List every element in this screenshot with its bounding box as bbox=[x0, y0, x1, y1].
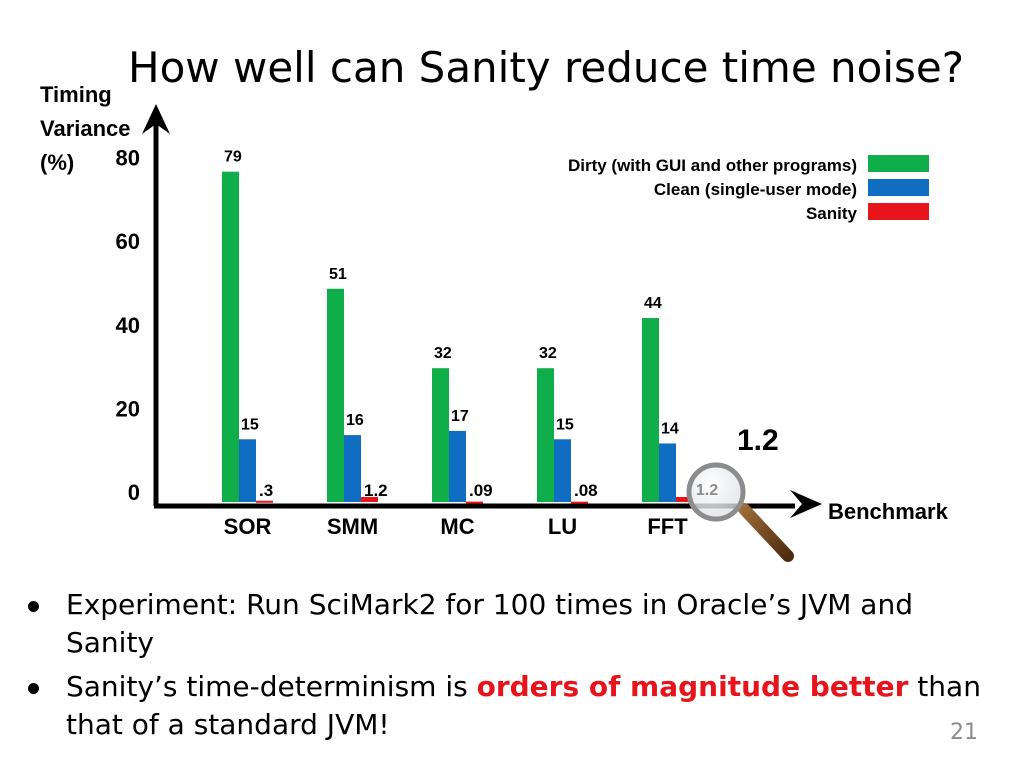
bar-value-label: .3 bbox=[259, 481, 273, 500]
bar-value-label: .09 bbox=[469, 481, 493, 500]
bar-value-label: 44 bbox=[644, 295, 662, 312]
legend-label: Dirty (with GUI and other programs) bbox=[568, 156, 857, 175]
bar-value-label: 32 bbox=[539, 345, 557, 362]
bar-sanity bbox=[466, 501, 483, 504]
bar-dirty bbox=[327, 288, 344, 502]
bullet-item: Sanity’s time-determinism is orders of m… bbox=[22, 668, 1002, 744]
bar-dirty bbox=[642, 318, 659, 502]
bar-sanity bbox=[361, 496, 378, 502]
x-tick-label: FFT bbox=[647, 514, 688, 539]
bullet-list: Experiment: Run SciMark2 for 100 times i… bbox=[22, 586, 1002, 750]
bar-value-label: .08 bbox=[574, 481, 598, 500]
bullet-item: Experiment: Run SciMark2 for 100 times i… bbox=[22, 586, 1002, 662]
bar-value-label: 1.2 bbox=[364, 481, 388, 500]
y-axis-label-line: (%) bbox=[40, 150, 75, 175]
x-axis-arrowhead bbox=[790, 490, 822, 518]
magnified-bar-label: 1.2 bbox=[696, 482, 718, 499]
bar-clean bbox=[344, 435, 361, 502]
bar-sanity bbox=[676, 496, 693, 502]
x-tick-label: MC bbox=[440, 514, 474, 539]
legend-label: Clean (single-user mode) bbox=[654, 180, 857, 199]
chart-legend: Dirty (with GUI and other programs) Clean… bbox=[568, 155, 929, 223]
x-tick-label: SMM bbox=[327, 514, 378, 539]
bar-value-label: 16 bbox=[346, 412, 364, 429]
bullet-icon bbox=[28, 683, 39, 694]
legend-label: Sanity bbox=[806, 204, 858, 223]
bar-clean bbox=[554, 439, 571, 502]
y-tick-label: 80 bbox=[116, 146, 140, 171]
bar-clean bbox=[659, 443, 676, 502]
y-axis-label: Timing Variance (%) bbox=[40, 78, 131, 180]
chart-axes bbox=[142, 104, 822, 518]
highlighted-text: orders of magnitude better bbox=[476, 670, 909, 703]
bullet-icon bbox=[28, 601, 39, 612]
y-tick-label: 60 bbox=[116, 229, 140, 254]
bar-value-label: 14 bbox=[661, 420, 679, 437]
x-tick-label: SOR bbox=[224, 514, 272, 539]
bar-value-label: 15 bbox=[556, 416, 574, 433]
legend-swatch bbox=[868, 179, 929, 196]
y-tick-label: 0 bbox=[128, 480, 140, 505]
bar-dirty bbox=[537, 368, 554, 502]
magnifier-lens bbox=[686, 462, 746, 522]
bar-dirty bbox=[222, 171, 239, 502]
bar-value-label: 51 bbox=[329, 266, 347, 283]
bar-dirty bbox=[432, 368, 449, 502]
bar-sanity bbox=[256, 500, 273, 503]
bullet-text: Sanity’s time-determinism is bbox=[66, 670, 477, 703]
bar-value-label: 79 bbox=[224, 149, 242, 166]
y-axis-arrowhead bbox=[142, 104, 170, 134]
bar-clean bbox=[449, 430, 466, 502]
annotation-callout: 1.2 bbox=[737, 424, 779, 457]
y-axis-label-line: Variance bbox=[40, 116, 131, 141]
page-number: 21 bbox=[950, 720, 978, 745]
legend-swatch bbox=[868, 203, 929, 220]
timing-variance-chart: 0 20 40 60 80 SOR SMM MC LU FFT 79 51 32 32 44 15 16 17… bbox=[116, 104, 949, 562]
bar-sanity bbox=[571, 501, 588, 504]
bar-value-label: 15 bbox=[241, 416, 259, 433]
y-tick-label: 20 bbox=[116, 396, 140, 421]
y-tick-label: 40 bbox=[116, 313, 140, 338]
x-axis-label: Benchmark bbox=[828, 499, 949, 524]
y-axis-label-line: Timing bbox=[40, 82, 112, 107]
bar-clean bbox=[239, 439, 256, 502]
legend-swatch bbox=[868, 155, 929, 172]
magnifier-handle bbox=[738, 503, 794, 562]
bullet-text: Experiment: Run SciMark2 for 100 times i… bbox=[66, 588, 913, 659]
bar-value-label: 17 bbox=[451, 408, 469, 425]
slide-title: How well can Sanity reduce time noise? bbox=[128, 43, 965, 92]
magnifier-icon: 1.2 bbox=[686, 462, 794, 562]
x-tick-label: LU bbox=[548, 514, 577, 539]
bar-value-label: 32 bbox=[434, 345, 452, 362]
bullet-text: than that of a standard JVM! bbox=[66, 670, 981, 741]
